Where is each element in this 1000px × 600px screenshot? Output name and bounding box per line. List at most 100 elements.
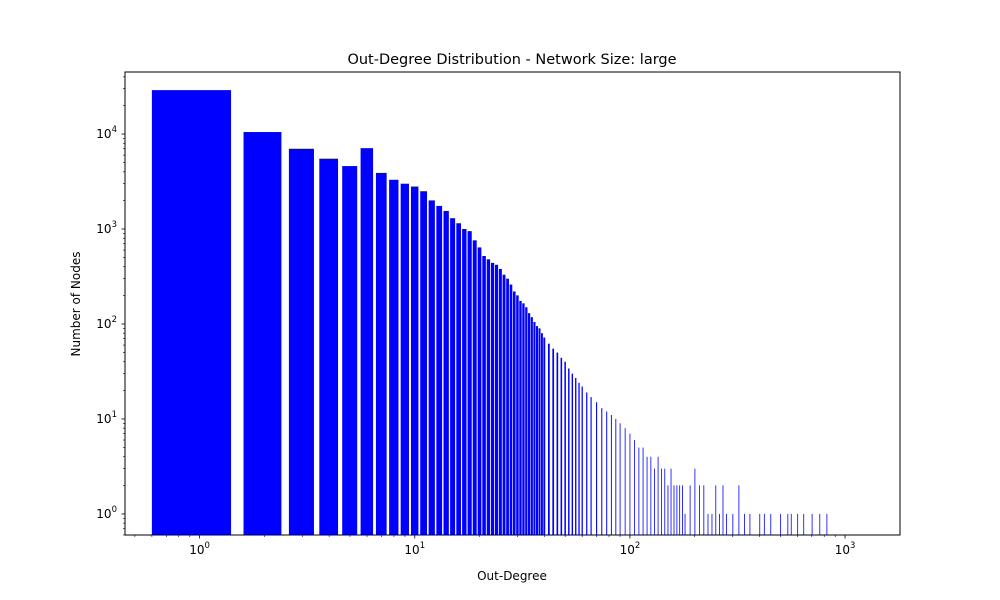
y-axis-ticks: 100 101 102 103 104 <box>96 76 125 536</box>
x-tick-label: 101 <box>404 541 425 557</box>
y-tick-label: 103 <box>96 220 117 236</box>
bar <box>596 402 598 535</box>
bar <box>477 247 482 536</box>
bar <box>615 418 617 535</box>
bar <box>763 513 765 535</box>
bar <box>519 300 522 535</box>
bar <box>650 456 652 535</box>
bar <box>679 485 681 535</box>
bar <box>770 513 772 535</box>
bar <box>360 148 374 535</box>
bar <box>547 343 550 535</box>
bar <box>722 485 724 535</box>
bar <box>624 428 626 535</box>
bar <box>797 513 799 535</box>
bar <box>673 485 675 535</box>
bar <box>495 264 499 535</box>
bar <box>530 317 533 535</box>
bar <box>512 291 516 535</box>
bar <box>490 262 495 535</box>
bar <box>811 513 813 535</box>
bar <box>486 259 491 535</box>
bar <box>676 485 678 535</box>
bar <box>456 223 461 535</box>
bar <box>151 90 232 536</box>
bar <box>428 200 435 536</box>
bar <box>552 348 555 535</box>
bar <box>787 513 789 535</box>
bar <box>342 166 358 535</box>
bar <box>420 191 428 535</box>
bar <box>509 284 513 535</box>
bar <box>699 485 700 535</box>
bar <box>744 513 745 535</box>
bar <box>780 513 782 535</box>
bar <box>719 513 720 535</box>
bar <box>556 352 559 535</box>
bar <box>568 368 570 535</box>
bar <box>689 485 691 535</box>
bar <box>516 295 519 535</box>
bar <box>664 468 666 535</box>
bar <box>498 268 502 535</box>
bar <box>540 333 543 535</box>
bar <box>578 382 580 535</box>
y-tick-label: 100 <box>96 505 117 521</box>
bar <box>522 303 525 535</box>
bar <box>738 485 740 535</box>
bar <box>472 240 477 535</box>
bar <box>543 337 546 535</box>
bar <box>759 513 761 535</box>
bar <box>536 326 539 535</box>
bar <box>634 440 635 535</box>
bar <box>667 485 669 535</box>
bar <box>826 513 828 535</box>
bar <box>654 468 655 535</box>
bar <box>375 172 387 535</box>
bar <box>601 408 603 535</box>
bars-group <box>151 90 828 536</box>
bar <box>619 423 621 535</box>
bar <box>715 485 717 535</box>
bar <box>581 386 583 535</box>
y-tick-label: 104 <box>96 125 117 141</box>
bar <box>243 132 282 535</box>
bar <box>726 513 727 535</box>
bar <box>319 158 339 535</box>
x-tick-label: 102 <box>620 541 641 557</box>
bar <box>575 377 577 535</box>
bar <box>389 179 399 535</box>
bar <box>682 485 683 535</box>
y-axis-label: Number of Nodes <box>69 252 83 357</box>
bar <box>606 411 608 535</box>
bar <box>790 513 792 535</box>
bar <box>803 513 805 535</box>
bar <box>684 513 686 535</box>
bar <box>467 231 472 535</box>
y-tick-label: 101 <box>96 410 117 426</box>
bar <box>646 456 648 535</box>
bar <box>525 307 528 535</box>
bar <box>590 397 592 535</box>
bar <box>749 513 751 535</box>
bar <box>288 148 314 535</box>
bar <box>819 513 821 535</box>
y-tick-label: 102 <box>96 315 117 331</box>
bar <box>538 328 541 535</box>
bar <box>661 468 662 535</box>
bar <box>571 373 574 535</box>
bar <box>703 485 705 535</box>
x-axis-ticks: 100 101 102 103 <box>134 535 856 557</box>
bar <box>694 468 696 535</box>
x-tick-label: 103 <box>835 541 856 557</box>
bar <box>482 255 486 536</box>
bar <box>502 274 506 535</box>
bar <box>462 229 467 535</box>
bar <box>410 186 419 536</box>
bar <box>400 183 409 535</box>
plot-frame <box>124 71 901 536</box>
chart-title: Out-Degree Distribution - Network Size: … <box>347 52 676 68</box>
bar <box>642 447 644 535</box>
bar <box>638 447 640 535</box>
